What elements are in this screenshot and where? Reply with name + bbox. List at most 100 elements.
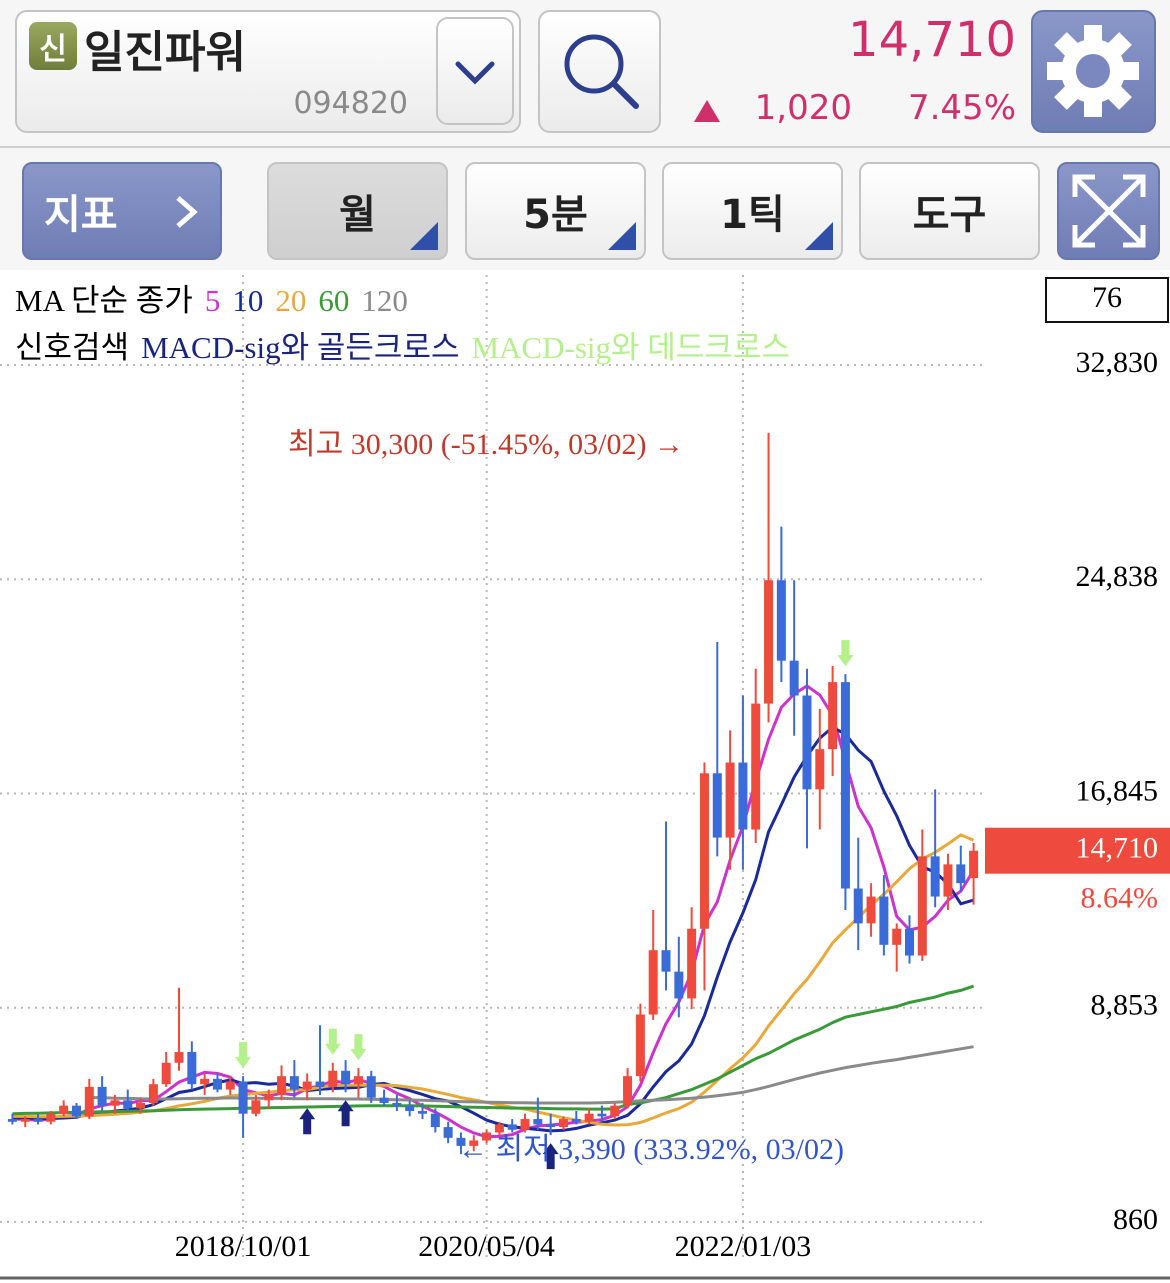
last-price-tag [985, 827, 1170, 874]
candle-body [200, 1078, 210, 1085]
candle-body [776, 580, 786, 661]
price-change-pct: 7.45% [907, 88, 1016, 128]
signal-label: 신호검색 [15, 330, 130, 365]
candle-body [46, 1113, 56, 1122]
candle-body [597, 1113, 607, 1117]
ma-line [89, 1045, 974, 1105]
signal-legend: MACD-sig와 데드크로스 [471, 330, 790, 365]
settings-button[interactable] [1031, 10, 1156, 133]
signal-arrow [837, 640, 854, 667]
candle-body [212, 1078, 222, 1090]
candle-body [725, 762, 735, 838]
ma-legend: 120 [361, 283, 408, 318]
stock-name: 일진파워 [84, 27, 246, 78]
corner [608, 222, 636, 250]
candle-body [71, 1105, 81, 1117]
candle-body [341, 1070, 351, 1085]
candle-body [443, 1127, 453, 1138]
minute-label: 5분 [523, 192, 588, 238]
separator [0, 146, 1170, 148]
ma-legend: 60 [318, 283, 350, 318]
tick-label: 1틱 [720, 192, 785, 238]
chevron-right [176, 196, 198, 228]
candle-body [174, 1052, 184, 1063]
low-annotation: ← 최저 3,390 (333.92%, 03/02) [458, 1133, 844, 1166]
candle-body [828, 682, 838, 750]
price: 14,710 [848, 12, 1016, 68]
candle-body [469, 1140, 479, 1146]
period-button[interactable]: 월 [267, 162, 448, 260]
y-tick-label: 8,853 [1091, 989, 1159, 1022]
y-tick-label: 32,830 [1076, 346, 1159, 379]
expand-button[interactable] [1057, 162, 1160, 260]
candle-body [494, 1124, 504, 1133]
signal-arrow [337, 1100, 354, 1127]
last-change-label: 8.64% [1081, 882, 1159, 915]
price-change: 1,020 [754, 88, 852, 128]
candle-body [905, 928, 915, 956]
dropdown-button[interactable] [436, 17, 514, 125]
candle-body [802, 695, 812, 790]
candle-body [520, 1119, 530, 1130]
candle-body [456, 1137, 466, 1146]
candle-body [661, 950, 671, 972]
candle-body [635, 1014, 645, 1077]
candle-body [148, 1084, 158, 1103]
candle-body [84, 1086, 94, 1117]
period-label: 월 [339, 192, 376, 238]
search-icon [564, 34, 639, 109]
candle-body [187, 1052, 197, 1085]
candle-body [943, 864, 953, 897]
tools-label: 도구 [912, 192, 987, 238]
last-price-label: 14,710 [1076, 832, 1159, 865]
indicator-label: 지표 [44, 192, 118, 238]
ma-line [12, 725, 975, 1133]
candle-body [7, 1119, 17, 1122]
candle-body [853, 888, 863, 924]
ma-legend: 20 [275, 283, 307, 318]
candle-body [110, 1100, 120, 1106]
y-tick-label: 24,838 [1076, 560, 1159, 593]
legend-signals: 신호검색 MACD-sig와 골든크로스 MACD-sig와 데드크로스 [15, 322, 790, 367]
candle-body [97, 1086, 107, 1106]
candle-body [59, 1105, 69, 1114]
ma-label: MA 단순 종가 [15, 283, 193, 318]
candle-body [533, 1119, 543, 1125]
signal-legend: MACD-sig와 골든크로스 [141, 330, 460, 365]
candle-body [623, 1076, 633, 1106]
up-triangle [694, 100, 720, 122]
ma-line [12, 833, 975, 1127]
candle-body [379, 1097, 389, 1103]
candle-body [264, 1094, 274, 1101]
count-label: 76 [1092, 281, 1122, 314]
chevron-icon [455, 61, 495, 85]
candle-body [430, 1113, 440, 1128]
search-button[interactable] [538, 10, 661, 133]
ma-legend: 5 [204, 283, 221, 318]
indicator-button[interactable]: 지표 [22, 162, 222, 260]
x-tick-label: 2020/05/04 [418, 1230, 555, 1263]
minute-button[interactable]: 5분 [465, 162, 646, 260]
legend-ma: MA 단순 종가 5 10 20 60 120 [15, 275, 408, 320]
candle-body [956, 864, 966, 884]
candle-body [815, 749, 825, 790]
candle-body [366, 1076, 376, 1098]
tools-button[interactable]: 도구 [859, 162, 1040, 260]
count-box [1045, 277, 1169, 323]
candle-body [840, 682, 850, 889]
candle-body [917, 856, 927, 956]
candle-body [789, 660, 799, 696]
candle-body [392, 1102, 402, 1106]
candle-body [277, 1076, 287, 1095]
ma-line [12, 984, 975, 1116]
stock-code: 094820 [293, 86, 408, 121]
candle-body [251, 1100, 261, 1114]
corner [410, 222, 438, 250]
candle-body [892, 928, 902, 945]
tick-button[interactable]: 1틱 [662, 162, 843, 260]
corner [805, 222, 833, 250]
candle-body [328, 1070, 338, 1087]
candle-body [289, 1076, 299, 1090]
candle-body [712, 773, 722, 838]
